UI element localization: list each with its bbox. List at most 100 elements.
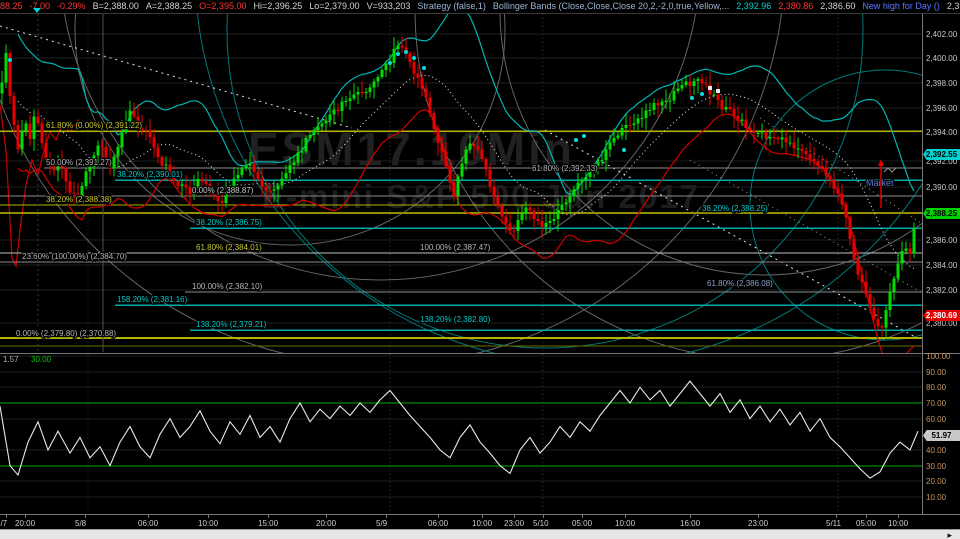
quote-segment: V=933,203 xyxy=(366,1,411,11)
time-tick-label: 05:00 xyxy=(856,519,877,528)
axis-tick-label: 60.00 xyxy=(926,415,947,424)
axis-tick-label: 100.00 xyxy=(926,352,951,361)
quote-segment: New high for Day () xyxy=(862,1,940,11)
price-tag: 51.97 xyxy=(923,430,960,441)
quote-segment: 2,392.96 xyxy=(736,1,772,11)
time-tick xyxy=(482,515,483,518)
price-tag: 2,388.25 xyxy=(923,208,960,219)
time-tick xyxy=(208,515,209,518)
time-tick-label: 10:00 xyxy=(472,519,493,528)
time-tick-label: 06:00 xyxy=(138,519,159,528)
quote-segment: A=2,388.25 xyxy=(145,1,193,11)
axis-tick-label: 2,384.00 xyxy=(926,261,958,270)
time-tick-label: 16:00 xyxy=(680,519,701,528)
scroll-right-icon[interactable]: ▸ xyxy=(947,530,952,539)
time-tick-label: 10:00 xyxy=(888,519,909,528)
time-tick xyxy=(326,515,327,518)
time-axis[interactable]: 5/7 20:00 5/8 06:00 10:00 15:00 20:00 5/9 06:00 1… xyxy=(0,515,960,529)
panel-separators xyxy=(0,14,960,515)
axis-tick-label: 2,390.00 xyxy=(926,183,958,192)
axis-tick-label: 2,398.00 xyxy=(926,79,958,88)
price-axis[interactable]: 2,402.00 2,400.00 2,398.00 2,396.00 2,394.00… xyxy=(923,14,960,515)
entry-marker-icon xyxy=(33,8,41,13)
svg-text:0.00% (2,388.87): 0.00% (2,388.87) xyxy=(192,186,254,195)
quote-segment: 2,394.75 xyxy=(946,1,960,11)
oscillator xyxy=(0,380,922,479)
oscillator-legend: 1.57 xyxy=(3,355,19,364)
time-tick xyxy=(25,515,26,518)
svg-text:38.20% (2,388.38): 38.20% (2,388.38) xyxy=(46,195,112,204)
svg-text:138.20% (2,382.80): 138.20% (2,382.80) xyxy=(420,315,491,324)
time-tick xyxy=(6,515,7,518)
quote-segment: -7.00 xyxy=(29,1,51,11)
quote-segment: Lo=2,379.00 xyxy=(309,1,360,11)
svg-text:61.80% (2,384.01): 61.80% (2,384.01) xyxy=(196,243,262,252)
time-tick xyxy=(268,515,269,518)
time-tick-label: 5/9 xyxy=(376,519,388,528)
axis-tick-label: 2,392.00 xyxy=(926,157,958,166)
svg-text:0.00% (2,379.80) (2,370.88): 0.00% (2,379.80) (2,370.88) xyxy=(16,329,116,338)
time-tick-label: 20:00 xyxy=(316,519,337,528)
axis-tick-label: 20.00 xyxy=(926,477,947,486)
svg-text:138.20% (2,379.21): 138.20% (2,379.21) xyxy=(196,320,267,329)
grid xyxy=(0,14,922,514)
axis-tick-label: 2,402.00 xyxy=(926,30,958,39)
time-tick xyxy=(514,515,515,518)
svg-text:61.80% (2,392.33): 61.80% (2,392.33) xyxy=(532,164,598,173)
quote-segment: O=2,395.00 xyxy=(199,1,247,11)
axis-tick-label: 2,394.00 xyxy=(926,128,958,137)
axis-tick-label: 2,382.00 xyxy=(926,286,958,295)
time-tick-label: 20:00 xyxy=(15,519,36,528)
time-tick xyxy=(582,515,583,518)
axis-tick-label: 30.00 xyxy=(926,462,947,471)
time-tick xyxy=(758,515,759,518)
fib-labels: 61.80% (0.00%) (2,391.22) 50.00% (2,391.2… xyxy=(15,120,897,339)
time-tick xyxy=(836,515,837,518)
price-tag: 2,392.55 xyxy=(923,149,960,160)
time-tick xyxy=(543,515,544,518)
axis-tick-label: 70.00 xyxy=(926,399,947,408)
gann-arcs xyxy=(0,14,922,353)
axis-tick-label: 2,400.00 xyxy=(926,54,958,63)
axis-tick-label: 2,396.00 xyxy=(926,104,958,113)
time-tick-label: 10:00 xyxy=(615,519,636,528)
time-tick-label: 5/7 xyxy=(0,519,8,528)
quote-segment: 2,380.86 xyxy=(778,1,814,11)
time-tick xyxy=(898,515,899,518)
time-tick-label: 10:00 xyxy=(198,519,219,528)
quote-status-bar: 88.25 -7.00 -0.29% B=2,388.00 A=2,388.25 O=2,… xyxy=(0,0,960,14)
time-tick-label: 5/11 xyxy=(826,519,841,528)
time-tick-label: 06:00 xyxy=(428,519,449,528)
axis-tick-label: 2,380.00 xyxy=(926,319,958,328)
quote-segment: 2,386.60 xyxy=(820,1,856,11)
quote-segment: B=2,388.00 xyxy=(92,1,139,11)
time-tick-label: 23:00 xyxy=(504,519,525,528)
quote-segment: -0.29% xyxy=(57,1,86,11)
svg-text:100.00% (2,387.47): 100.00% (2,387.47) xyxy=(420,243,491,252)
time-tick xyxy=(386,515,387,518)
svg-text:38.20% (2,386.75): 38.20% (2,386.75) xyxy=(196,218,262,227)
svg-text:158.20% (2,381.16): 158.20% (2,381.16) xyxy=(117,295,188,304)
svg-text:100.00% (2,382.10): 100.00% (2,382.10) xyxy=(192,282,263,291)
svg-text:23.60% (100.00%) (2,384.70): 23.60% (100.00%) (2,384.70) xyxy=(22,252,127,261)
time-tick xyxy=(85,515,86,518)
time-tick-label: 5/8 xyxy=(75,519,87,528)
time-tick xyxy=(625,515,626,518)
price-tag: 2,380.69 xyxy=(923,310,960,321)
market-position-label: Market xyxy=(866,178,894,188)
time-tick-label: 5/10 xyxy=(533,519,549,528)
svg-text:50.00% (2,391.27): 50.00% (2,391.27) xyxy=(46,158,112,167)
time-tick-label: 23:00 xyxy=(748,519,769,528)
quote-segment: 88.25 xyxy=(0,1,23,11)
horizontal-scrollbar[interactable]: ▸ xyxy=(0,529,960,539)
axis-tick-label: 90.00 xyxy=(926,368,947,377)
oscillator-legend: 30.00 xyxy=(31,355,52,364)
svg-text:38.20% (2,390.01): 38.20% (2,390.01) xyxy=(117,170,183,179)
time-tick xyxy=(148,515,149,518)
time-tick xyxy=(866,515,867,518)
time-tick xyxy=(690,515,691,518)
svg-text:61.80% (2,386.08): 61.80% (2,386.08) xyxy=(707,279,773,288)
time-tick-label: 05:00 xyxy=(572,519,593,528)
